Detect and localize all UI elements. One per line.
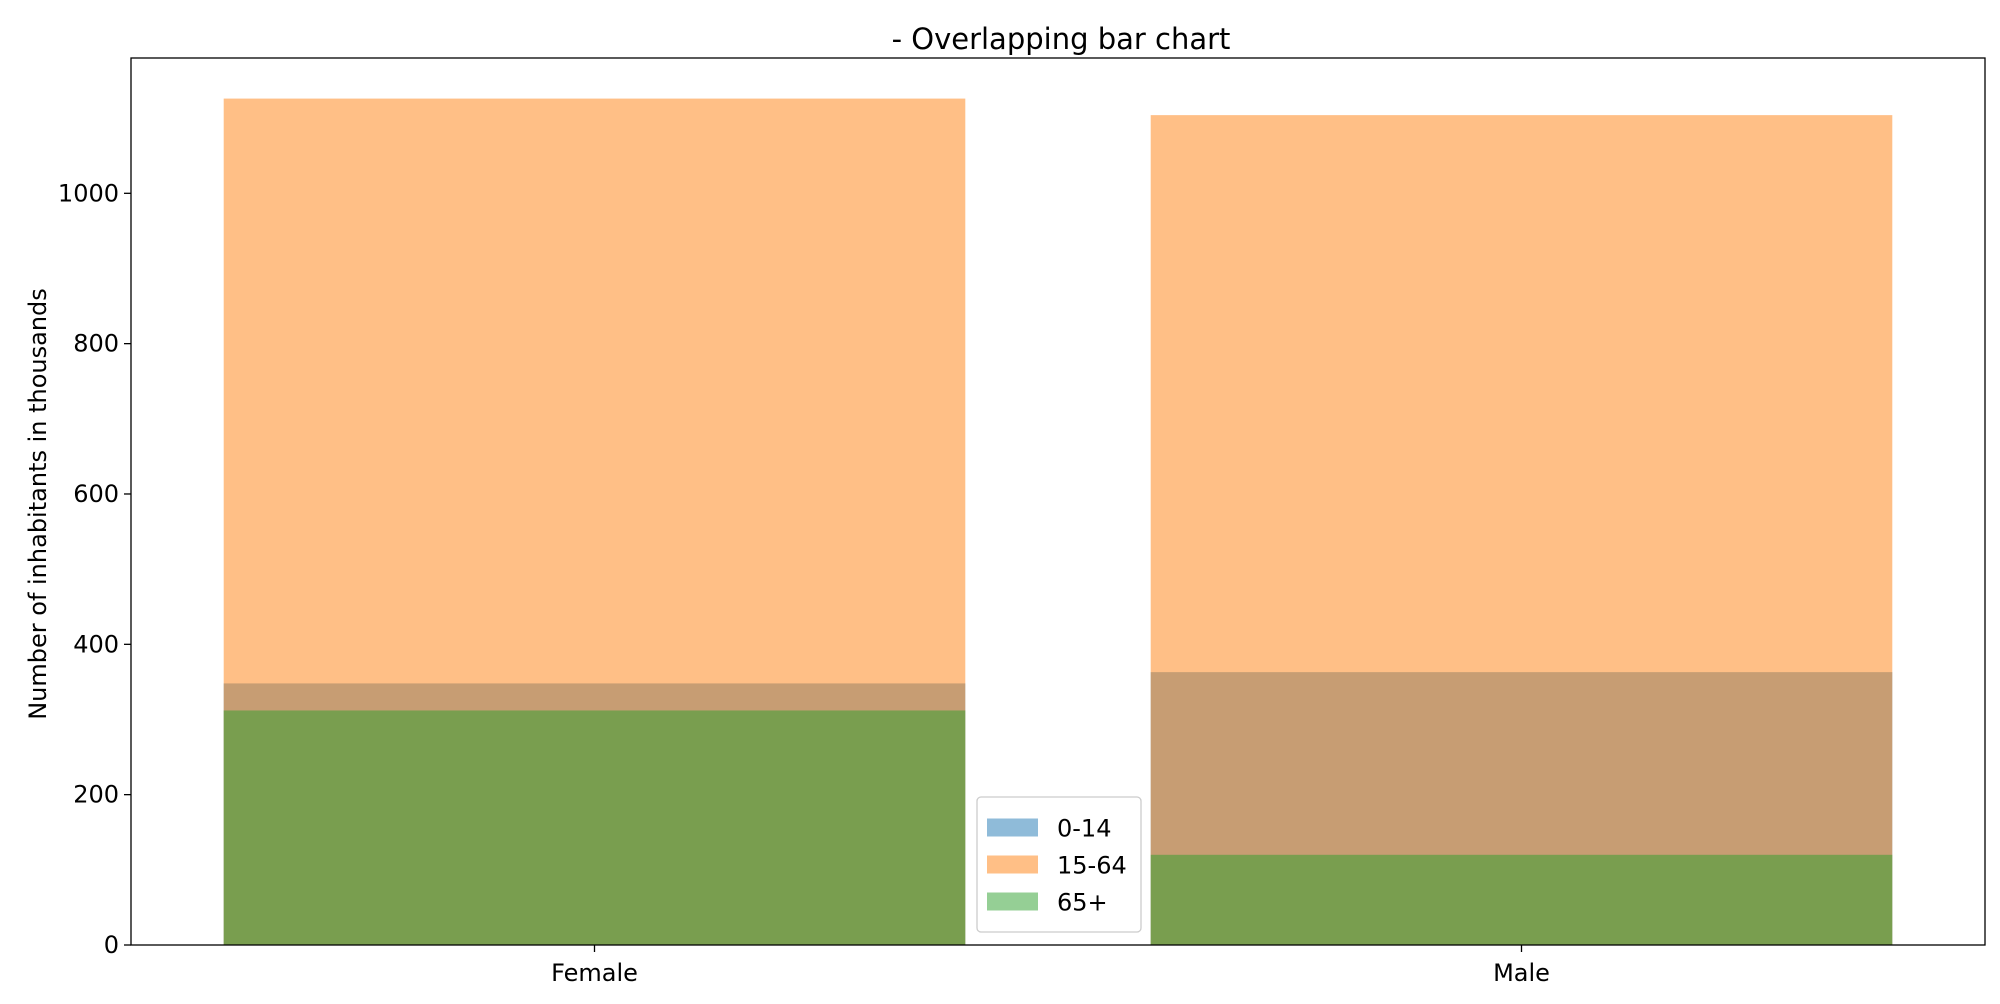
bar-15-64-Male xyxy=(1150,115,1893,946)
bars-layer xyxy=(223,98,1893,946)
y-tick-label: 800 xyxy=(73,330,119,358)
legend-swatch-0-14 xyxy=(987,818,1038,837)
x-tick-label: Male xyxy=(1493,959,1550,987)
legend-swatch-15-64 xyxy=(987,855,1038,874)
y-tick-label: 0 xyxy=(104,931,119,959)
x-axis: Female Male xyxy=(551,945,1550,987)
y-tick-label: 200 xyxy=(73,781,119,809)
bar-65+-Male xyxy=(1150,854,1893,945)
bar-65+-Female xyxy=(223,710,966,945)
legend-label-0-14: 0-14 xyxy=(1057,815,1111,843)
legend-label-65+: 65+ xyxy=(1057,889,1108,917)
legend-swatch-65+ xyxy=(987,892,1038,911)
y-axis: 0 200 400 600 800 1000 xyxy=(58,179,131,959)
chart-title: - Overlapping bar chart xyxy=(892,22,1231,56)
y-tick-label: 1000 xyxy=(58,179,119,207)
legend: 0-14 15-64 65+ xyxy=(976,796,1142,933)
plot-frame xyxy=(130,57,1986,946)
legend-label-15-64: 15-64 xyxy=(1057,852,1127,880)
x-tick-label: Female xyxy=(551,959,638,987)
y-axis-label: Number of inhabitants in thousands xyxy=(24,288,52,720)
y-tick-label: 400 xyxy=(73,630,119,658)
y-tick-label: 600 xyxy=(73,480,119,508)
